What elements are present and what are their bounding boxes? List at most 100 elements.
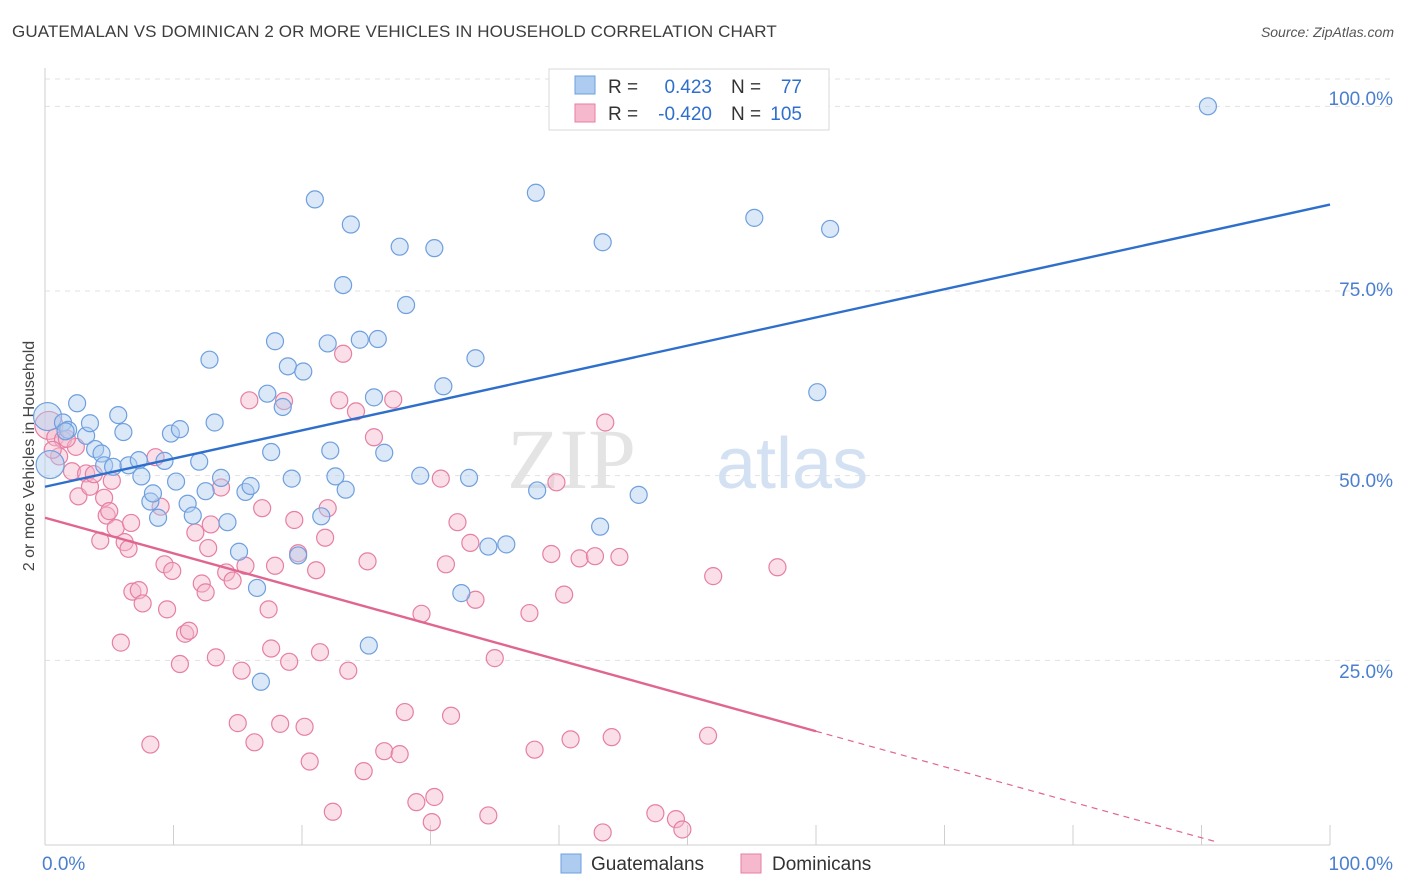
guatemalans-point: [190, 452, 209, 471]
dominicans-point: [570, 549, 589, 568]
dominicans-point: [223, 571, 242, 590]
guatemalans-point: [92, 444, 111, 463]
stats-legend-frame: [548, 68, 830, 131]
dominicans-point: [285, 510, 304, 530]
dominicans-point: [479, 806, 498, 825]
guatemalans-point: [593, 233, 612, 252]
guatemalans-point: [161, 424, 181, 443]
guatemalans-point: [318, 334, 337, 353]
guatemalans-point: [170, 420, 190, 439]
legend-label-guatemalans: Guatemalans: [591, 854, 704, 875]
dominicans-point: [364, 428, 384, 447]
stats-r-label-1: R =: [608, 77, 638, 98]
dominicans-point: [390, 745, 409, 764]
dominicans-point: [323, 802, 342, 821]
dominicans-point: [547, 473, 566, 492]
dominicans-point: [704, 567, 723, 586]
dominicans-point: [520, 603, 539, 623]
dominicans-point: [339, 661, 358, 680]
watermark-zip: ZIP: [507, 411, 636, 507]
dominicans-point: [346, 402, 366, 421]
dominicans-point: [436, 555, 456, 574]
watermark-atlas: atlas: [716, 424, 868, 504]
guatemalans-trendline: [44, 203, 1331, 488]
dominicans-point: [561, 730, 580, 749]
dominicans-point: [698, 726, 718, 745]
dominicans-point: [354, 762, 373, 781]
guatemalans-point: [326, 467, 345, 486]
guatemalans-point: [247, 578, 267, 598]
y-tick-label: 100.0%: [1329, 89, 1394, 110]
stats-legend: R = 0.423 N = 77 R = -0.420 N = 105: [548, 68, 830, 131]
dominicans-point: [431, 469, 450, 488]
guatemalans-point: [143, 484, 163, 503]
guatemalans-point: [109, 405, 128, 425]
dominicans-point: [121, 513, 141, 533]
guatemalans-point: [629, 485, 648, 504]
guatemalans-point: [241, 476, 260, 496]
stats-n-label-1: N =: [731, 77, 761, 98]
stats-swatch-blue: [574, 75, 596, 95]
dominicans-point: [666, 810, 686, 829]
dominicans-point: [295, 717, 314, 736]
dominicans-point: [593, 823, 612, 842]
guatemalans-point: [114, 422, 133, 442]
dominicans-point: [407, 793, 426, 812]
guatemalans-point: [368, 329, 387, 349]
dominicans-point: [186, 523, 205, 542]
guatemalans-point: [35, 449, 65, 480]
dominicans-point: [610, 547, 629, 567]
source-label: Source: ZipAtlas.com: [1260, 24, 1394, 40]
guatemalans-point: [466, 349, 485, 368]
dominicans-point: [330, 391, 349, 410]
dominicans-point: [555, 585, 574, 604]
y-tick-label: 50.0%: [1339, 471, 1393, 492]
dominicans-point: [265, 556, 285, 575]
guatemalans-point: [305, 190, 324, 209]
stats-n-value-1: 77: [781, 77, 802, 98]
dominicans-point: [192, 574, 211, 593]
x-tick-label: 0.0%: [42, 854, 85, 875]
guatemalans-point: [411, 466, 430, 485]
x-tick-label: 100.0%: [1329, 854, 1394, 875]
guatemalans-point: [459, 468, 479, 487]
guatemalans-point: [68, 394, 87, 413]
dominicans-point: [163, 561, 182, 581]
guatemalans-point: [200, 350, 219, 369]
dominicans-point: [211, 478, 231, 497]
dominicans-point: [525, 740, 544, 759]
guatemalans-point: [132, 467, 151, 486]
stats-swatch-pink: [574, 103, 596, 123]
dominicans-point: [240, 391, 259, 410]
dominicans-point: [441, 706, 461, 725]
stats-n-value-2: 105: [770, 104, 802, 125]
guatemalans-point: [166, 472, 186, 491]
legend-label-dominicans: Dominicans: [772, 854, 871, 875]
guatemalans-point: [425, 239, 444, 258]
chart-title: GUATEMALAN VS DOMINICAN 2 OR MORE VEHICL…: [12, 22, 777, 41]
dominicans-point: [280, 652, 299, 671]
guatemalans-point: [321, 441, 340, 460]
y-tick-label: 25.0%: [1339, 662, 1393, 683]
guatemalans-point: [375, 443, 394, 462]
guatemalans-point: [350, 330, 369, 349]
guatemalans-point: [289, 546, 308, 565]
dominicans-point: [596, 413, 615, 432]
series-legend: Guatemalans Dominicans: [560, 853, 871, 875]
guatemalans-point: [148, 508, 168, 527]
guatemalans-point: [294, 362, 313, 381]
stats-r-value-2: -0.420: [658, 104, 712, 125]
dominicans-point: [100, 502, 119, 521]
guatemalans-point: [183, 506, 202, 525]
guatemalans-point: [196, 482, 215, 501]
dominicans-point: [384, 390, 403, 409]
legend-swatch-dominicans: [740, 853, 762, 874]
dominicans-point: [300, 752, 319, 771]
dominicans-point: [602, 728, 621, 747]
dominicans-point: [228, 714, 247, 733]
guatemalans-point: [262, 442, 281, 462]
guatemalans-point: [278, 357, 297, 376]
guatemalans-point: [251, 672, 270, 691]
guatemalans-point: [526, 183, 545, 202]
dominicans-point: [199, 538, 218, 558]
